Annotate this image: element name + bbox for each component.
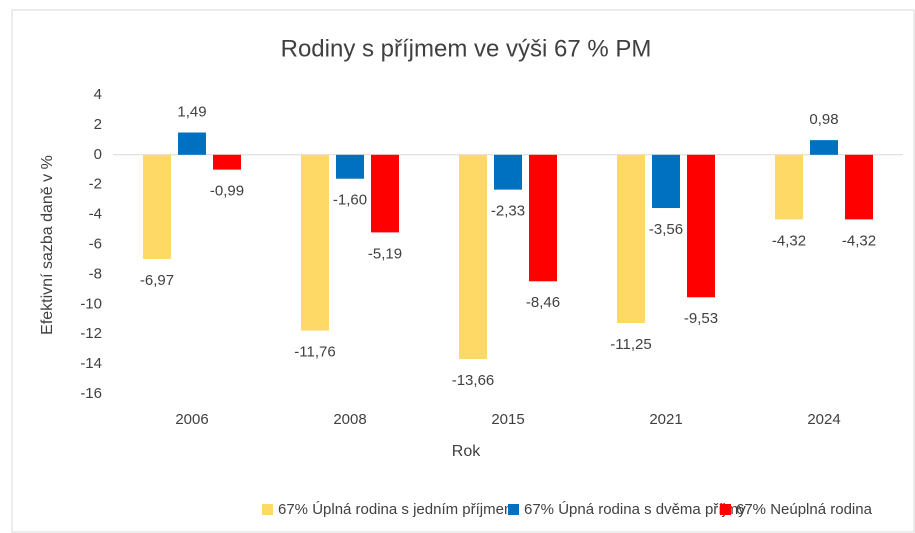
- y-tick-label: -4: [89, 206, 102, 223]
- y-tick-label: 4: [94, 86, 102, 103]
- y-tick-label: -6: [89, 235, 102, 252]
- x-tick-label: 2008: [333, 411, 366, 428]
- value-label: -0,99: [210, 183, 244, 200]
- bar: [301, 154, 329, 331]
- value-label: 0,98: [809, 111, 838, 128]
- legend-swatch: [508, 504, 519, 515]
- legend-label: 67% Úpná rodina s dvěma příjmy: [524, 501, 746, 518]
- bar: [810, 140, 838, 155]
- bar: [617, 154, 645, 323]
- value-label: -9,53: [684, 310, 718, 327]
- x-tick-label: 2021: [649, 411, 682, 428]
- y-tick-label: -16: [80, 385, 102, 402]
- value-label: -13,66: [452, 372, 495, 389]
- legend-swatch: [720, 504, 731, 515]
- bar: [652, 154, 680, 209]
- y-axis-title: Efektivní sazba daně v %: [39, 155, 56, 335]
- chart-title: Rodiny s příjmem ve výši 67 % PM: [281, 35, 652, 62]
- value-label: 1,49: [177, 103, 206, 120]
- bar: [213, 154, 241, 170]
- legend-label: 67% Neúplná rodina: [736, 501, 873, 518]
- y-tick-label: 2: [94, 116, 102, 133]
- bar: [178, 132, 206, 155]
- bar: [143, 154, 171, 260]
- bar: [845, 154, 873, 220]
- value-label: -3,56: [649, 221, 683, 238]
- x-tick-label: 2024: [807, 411, 840, 428]
- value-label: -6,97: [140, 272, 174, 289]
- y-tick-label: 0: [94, 146, 102, 163]
- bar: [494, 154, 522, 190]
- bar: [336, 154, 364, 179]
- y-tick-label: -12: [80, 325, 102, 342]
- bar: [529, 154, 557, 282]
- value-label: -11,76: [294, 344, 335, 361]
- bar: [459, 154, 487, 360]
- value-label: -4,32: [842, 232, 876, 249]
- y-tick-label: -8: [89, 265, 102, 282]
- value-label: -1,60: [333, 192, 367, 209]
- x-tick-label: 2015: [491, 411, 524, 428]
- value-label: -11,25: [610, 336, 651, 353]
- bar: [775, 154, 803, 220]
- legend-label: 67% Úplná rodina s jedním příjmem: [278, 501, 516, 518]
- value-label: -5,19: [368, 245, 402, 262]
- legend-swatch: [262, 504, 273, 515]
- bar: [371, 154, 399, 233]
- y-tick-label: -2: [89, 176, 102, 193]
- value-label: -4,32: [772, 232, 806, 249]
- y-tick-label: -14: [80, 355, 102, 372]
- value-label: -2,33: [491, 203, 525, 220]
- value-label: -8,46: [526, 294, 560, 311]
- y-tick-label: -10: [80, 295, 102, 312]
- x-axis-title: Rok: [452, 443, 481, 460]
- bar: [687, 154, 715, 298]
- x-tick-label: 2006: [175, 411, 208, 428]
